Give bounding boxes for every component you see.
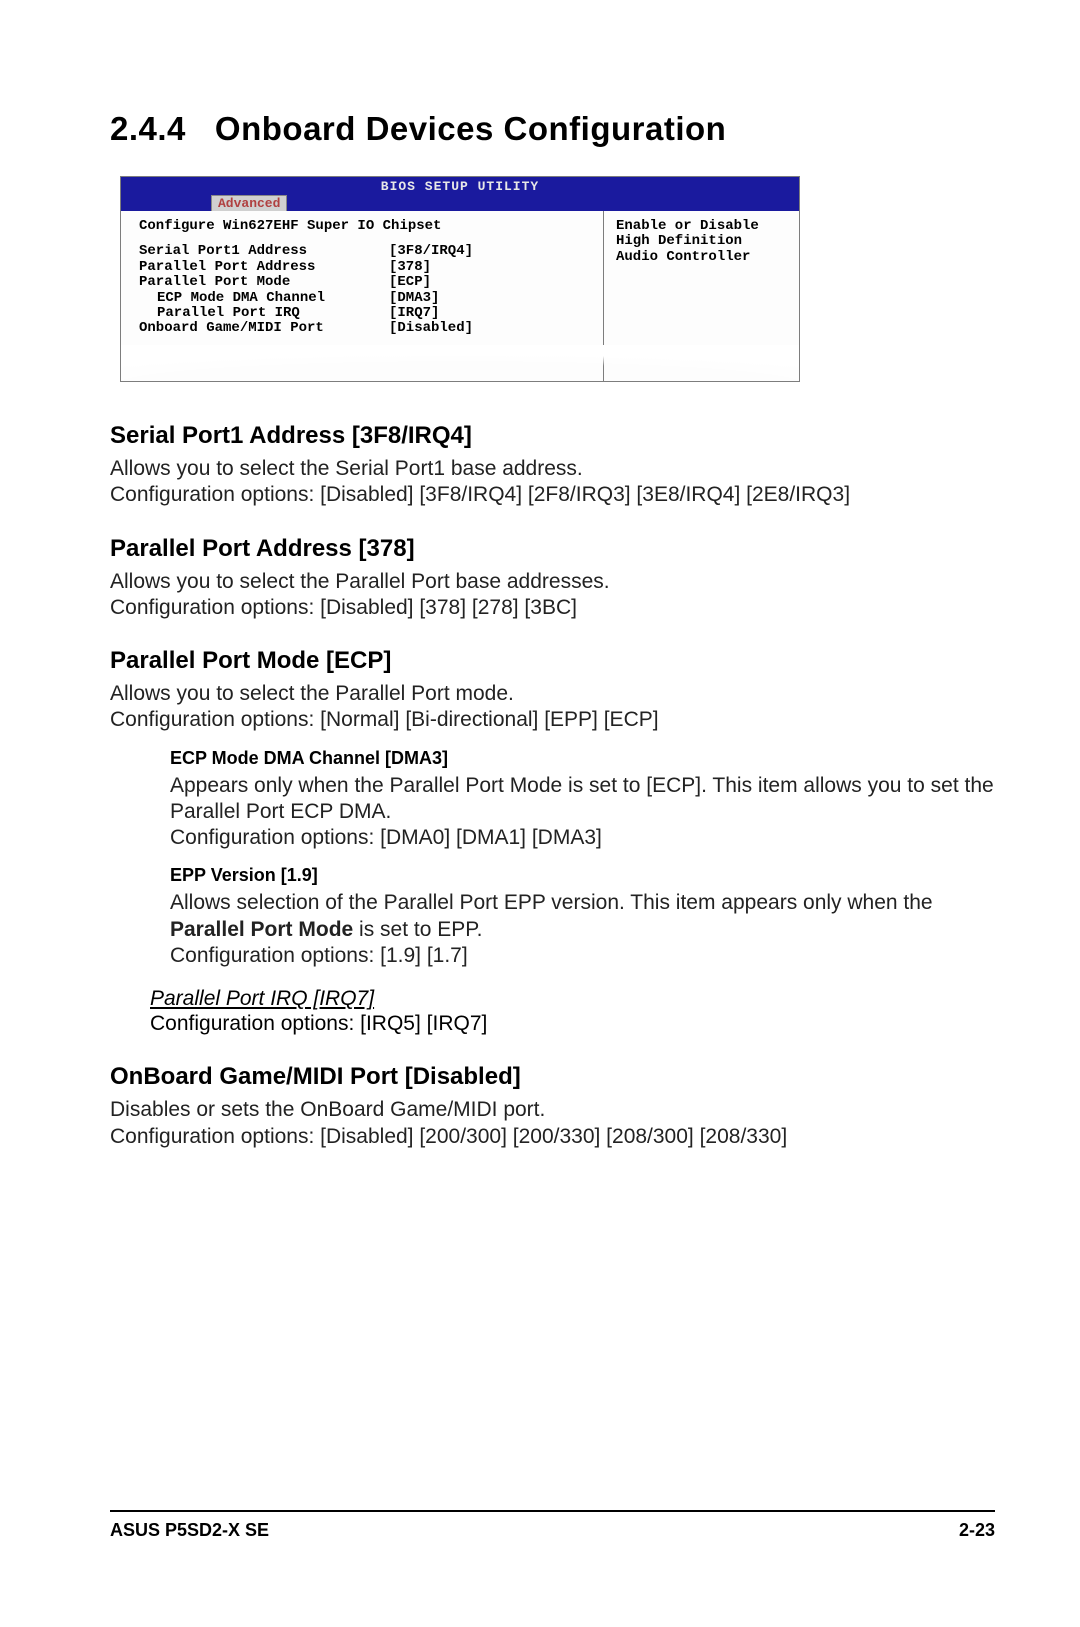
bios-body: Configure Win627EHF Super IO Chipset Ser… [121,211,799,381]
subheading: ECP Mode DMA Channel [DMA3] [170,748,995,769]
heading: Parallel Port Mode [ECP] [110,647,995,675]
bios-help-pane: Enable or Disable High Definition Audio … [604,211,799,381]
bios-row-value: [IRQ7] [389,306,439,321]
bios-row-value: [378] [389,260,431,275]
text-fragment: Allows selection of the Parallel Port EP… [170,891,933,914]
body-text: Configuration options: [Disabled] [3F8/I… [110,482,995,508]
bios-header: BIOS SETUP UTILITY Advanced [121,177,799,211]
body-text: Disables or sets the OnBoard Game/MIDI p… [110,1097,995,1123]
section-number: 2.4.4 [110,110,186,147]
bios-row-label: Parallel Port Mode [139,275,389,290]
footer-left: ASUS P5SD2-X SE [110,1520,269,1541]
body-text: Configuration options: [Normal] [Bi-dire… [110,707,995,733]
section-parallel-port-mode: Parallel Port Mode [ECP] Allows you to s… [110,647,995,734]
page-footer: ASUS P5SD2-X SE 2-23 [110,1510,995,1541]
subheading: EPP Version [1.9] [170,865,995,886]
bios-row-label: Parallel Port IRQ [139,306,389,321]
body-text: Allows you to select the Serial Port1 ba… [110,456,995,482]
body-text: Configuration options: [DMA0] [DMA1] [DM… [170,825,995,851]
bios-row-value: [3F8/IRQ4] [389,244,473,259]
heading: Serial Port1 Address [3F8/IRQ4] [110,422,995,450]
body-text: Allows selection of the Parallel Port EP… [170,890,995,943]
body-text: Allows you to select the Parallel Port m… [110,681,995,707]
bios-row-label: ECP Mode DMA Channel [139,291,389,306]
section-title: 2.4.4 Onboard Devices Configuration [110,110,995,148]
bios-left-pane: Configure Win627EHF Super IO Chipset Ser… [121,211,604,381]
heading: OnBoard Game/MIDI Port [Disabled] [110,1063,995,1091]
body-text: Configuration options: [1.9] [1.7] [170,943,995,969]
italic-heading: Parallel Port IRQ [IRQ7] [150,987,995,1011]
bios-row-value: [DMA3] [389,291,439,306]
section-game-midi: OnBoard Game/MIDI Port [Disabled] Disabl… [110,1063,995,1150]
subsection-parallel-port-irq: Parallel Port IRQ [IRQ7] Configuration o… [110,987,995,1037]
section-name: Onboard Devices Configuration [215,110,726,147]
subsection-ecp-dma: ECP Mode DMA Channel [DMA3] Appears only… [170,748,995,852]
footer-right: 2-23 [959,1520,995,1541]
subsection-epp-version: EPP Version [1.9] Allows selection of th… [170,865,995,969]
body-text: Configuration options: [IRQ5] [IRQ7] [150,1011,995,1037]
bios-tab-advanced: Advanced [211,195,287,211]
body-text: Appears only when the Parallel Port Mode… [170,773,995,826]
bios-screenshot: BIOS SETUP UTILITY Advanced Configure Wi… [120,176,800,382]
text-fragment: is set to EPP. [353,918,482,941]
bios-row-label: Onboard Game/MIDI Port [139,321,389,336]
bios-row-value: [Disabled] [389,321,473,336]
section-parallel-port-address: Parallel Port Address [378] Allows you t… [110,535,995,622]
bios-row-value: [ECP] [389,275,431,290]
bios-row-label: Serial Port1 Address [139,244,389,259]
bios-row-label: Parallel Port Address [139,260,389,275]
bios-title: BIOS SETUP UTILITY [121,179,799,194]
body-text: Configuration options: [Disabled] [378] … [110,595,995,621]
bios-configure-line: Configure Win627EHF Super IO Chipset [139,219,591,234]
section-serial-port1: Serial Port1 Address [3F8/IRQ4] Allows y… [110,422,995,509]
text-bold: Parallel Port Mode [170,918,353,941]
heading: Parallel Port Address [378] [110,535,995,563]
body-text: Allows you to select the Parallel Port b… [110,569,995,595]
body-text: Configuration options: [Disabled] [200/3… [110,1124,995,1150]
